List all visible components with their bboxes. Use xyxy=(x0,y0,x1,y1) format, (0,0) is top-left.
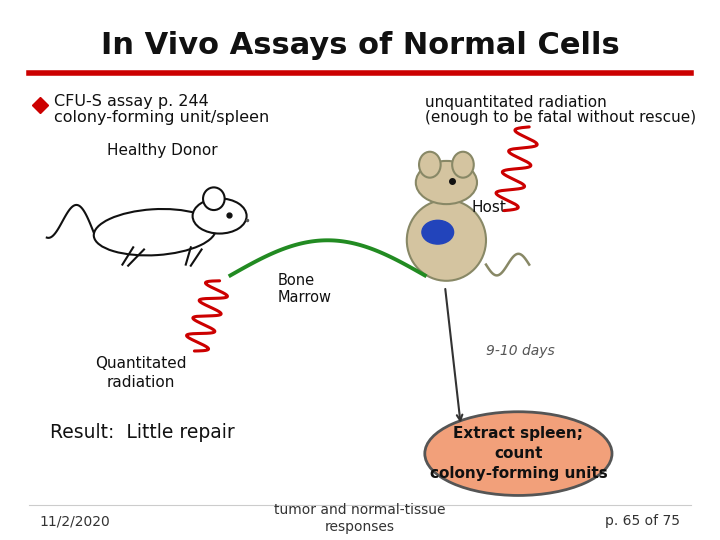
Text: unquantitated radiation: unquantitated radiation xyxy=(425,95,606,110)
Text: 9-10 days: 9-10 days xyxy=(486,344,554,358)
Text: colony-forming unit/spleen: colony-forming unit/spleen xyxy=(54,110,269,125)
Text: p. 65 of 75: p. 65 of 75 xyxy=(606,514,680,528)
Ellipse shape xyxy=(419,152,441,178)
Ellipse shape xyxy=(416,161,477,204)
Ellipse shape xyxy=(407,200,486,281)
Ellipse shape xyxy=(193,198,246,233)
Text: In Vivo Assays of Normal Cells: In Vivo Assays of Normal Cells xyxy=(101,31,619,60)
Text: tumor and normal-tissue
responses: tumor and normal-tissue responses xyxy=(274,503,446,534)
Text: Quantitated
radiation: Quantitated radiation xyxy=(94,356,186,390)
Ellipse shape xyxy=(203,187,225,210)
Text: Host: Host xyxy=(472,200,506,215)
Text: CFU-S assay p. 244: CFU-S assay p. 244 xyxy=(54,94,209,109)
Text: Extract spleen;
count
colony-forming units: Extract spleen; count colony-forming uni… xyxy=(430,426,607,481)
Text: Healthy Donor: Healthy Donor xyxy=(107,143,217,158)
Text: (enough to be fatal without rescue): (enough to be fatal without rescue) xyxy=(425,110,696,125)
Text: 11/2/2020: 11/2/2020 xyxy=(40,514,110,528)
Text: Result:  Little repair: Result: Little repair xyxy=(50,422,235,442)
Text: Bone
Marrow: Bone Marrow xyxy=(277,273,331,305)
Ellipse shape xyxy=(452,152,474,178)
Ellipse shape xyxy=(94,209,216,255)
Ellipse shape xyxy=(425,411,612,496)
Circle shape xyxy=(422,220,454,244)
